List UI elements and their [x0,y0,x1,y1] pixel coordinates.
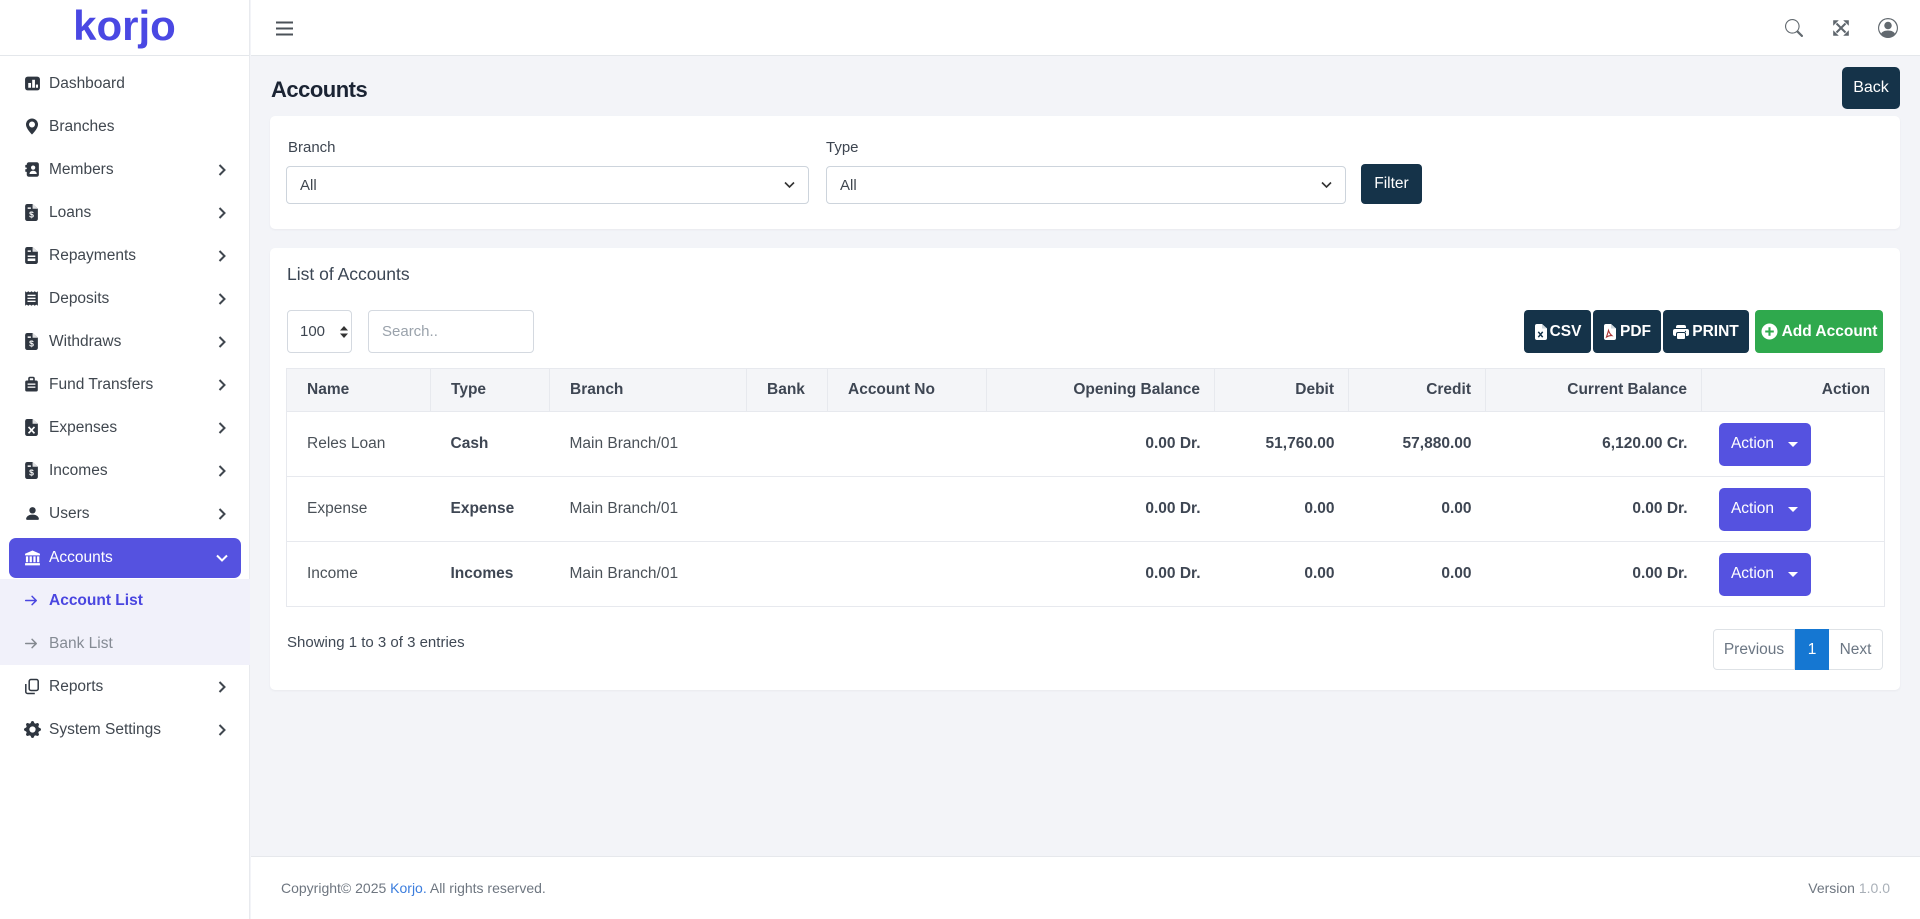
svg-text:$: $ [29,338,34,348]
svg-text:$: $ [29,209,34,219]
svg-text:$: $ [29,467,34,477]
